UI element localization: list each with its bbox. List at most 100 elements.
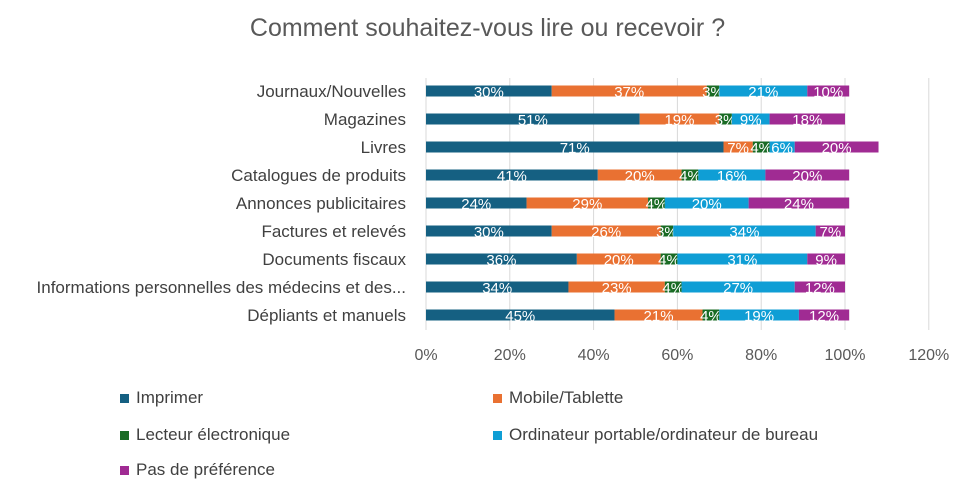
data-label: 24% [461, 196, 491, 213]
legend-label: Ordinateur portable/ordinateur de bureau [509, 425, 819, 444]
bar-segment [769, 141, 795, 153]
bar-segment [807, 253, 845, 265]
bar-segment [681, 281, 795, 293]
bar-segment [551, 225, 661, 237]
bar-segment [426, 225, 552, 237]
data-label: 30% [474, 224, 504, 241]
bar-segment [576, 253, 661, 265]
data-label: 34% [729, 224, 759, 241]
bar-segment [673, 225, 816, 237]
legend-swatch-ordinateur [493, 430, 502, 440]
legend-item-imprimer: Imprimer [120, 388, 203, 408]
data-label: 12% [809, 308, 839, 325]
data-label: 9% [740, 112, 762, 129]
legend-swatch-pas-de-preference [120, 465, 129, 475]
legend-label: Lecteur électronique [136, 425, 291, 444]
bar-segment [526, 197, 649, 209]
data-label: 31% [727, 252, 757, 269]
bar-segment [681, 169, 699, 181]
chart-title: Comment souhaitez-vous lire ou recevoir … [249, 14, 726, 42]
x-tick-label: 60% [661, 347, 693, 364]
data-label: 29% [572, 196, 602, 213]
legend-label: Imprimer [136, 388, 204, 407]
bar-segment [752, 141, 770, 153]
data-label: 10% [813, 84, 843, 101]
data-label: 20% [692, 196, 722, 213]
bar-segment [815, 225, 845, 237]
bar-segment [426, 197, 527, 209]
bar-segment [706, 85, 720, 97]
data-label: 30% [474, 84, 504, 101]
bar-segment [719, 309, 799, 321]
data-label: 4% [700, 308, 722, 325]
data-label: 51% [518, 112, 548, 129]
bar-segment [719, 85, 808, 97]
data-label: 18% [792, 112, 822, 129]
bar-segment [660, 225, 674, 237]
data-label: 16% [717, 168, 747, 185]
bar-segment [731, 113, 770, 125]
category-label: Annonces publicitaires [236, 194, 406, 213]
data-label: 19% [744, 308, 774, 325]
bar-segment [597, 169, 682, 181]
legend-swatch-mobile-tablette [493, 393, 502, 403]
legend-item-lecteur-electronique: Lecteur électronique [120, 425, 290, 445]
data-label: 4% [679, 168, 701, 185]
bar-segment [794, 141, 879, 153]
data-label: 4% [658, 252, 680, 269]
category-label: Journaux/Nouvelles [257, 82, 406, 101]
bar-segment [719, 113, 732, 125]
data-label: 71% [560, 140, 590, 157]
bar-segment [426, 309, 615, 321]
x-tick-label: 100% [825, 347, 866, 364]
bar-segment [664, 197, 749, 209]
data-label: 7% [727, 140, 749, 157]
bar-segment [426, 141, 724, 153]
bar-segment [426, 113, 640, 125]
data-label: 41% [497, 168, 527, 185]
bar-segment [426, 253, 577, 265]
legend-label: Pas de préférence [136, 460, 275, 479]
data-label: 34% [482, 280, 512, 297]
bar-segment [702, 309, 720, 321]
bar-segment [794, 281, 845, 293]
bar-segment [660, 253, 678, 265]
data-label: 37% [614, 84, 644, 101]
bar-segment [426, 281, 569, 293]
data-label: 20% [822, 140, 852, 157]
x-tick-label: 120% [908, 347, 949, 364]
legend-swatch-lecteur-electronique [120, 430, 129, 440]
legend-item-pas-de-preference: Pas de préférence [120, 460, 275, 480]
legend-swatch-imprimer [120, 393, 129, 403]
bar-segment [614, 309, 703, 321]
category-label: Magazines [324, 110, 406, 129]
data-label: 36% [486, 252, 516, 269]
data-label: 3% [656, 224, 678, 241]
data-label: 23% [602, 280, 632, 297]
legend-item-ordinateur: Ordinateur portable/ordinateur de bureau [493, 425, 818, 445]
data-label: 26% [591, 224, 621, 241]
category-label: Livres [361, 138, 406, 157]
x-tick-label: 40% [578, 347, 610, 364]
data-label: 6% [771, 140, 793, 157]
x-tick-label: 20% [494, 347, 526, 364]
bar-segment [677, 253, 808, 265]
data-label: 20% [604, 252, 634, 269]
data-label: 24% [784, 196, 814, 213]
data-label: 3% [702, 84, 724, 101]
bar-segment [748, 197, 850, 209]
category-label: Documents fiscaux [262, 250, 406, 269]
data-label: 3% [715, 112, 737, 129]
bar-segment [551, 85, 707, 97]
data-label: 45% [505, 308, 535, 325]
x-tick-label: 0% [414, 347, 437, 364]
data-label: 4% [646, 196, 668, 213]
category-label: Catalogues de produits [231, 166, 406, 185]
legend-label: Mobile/Tablette [509, 388, 624, 407]
bar-segment [426, 169, 598, 181]
bar-segment [648, 197, 665, 209]
data-label: 19% [664, 112, 694, 129]
bar-segment [807, 85, 850, 97]
bar-segment [568, 281, 665, 293]
